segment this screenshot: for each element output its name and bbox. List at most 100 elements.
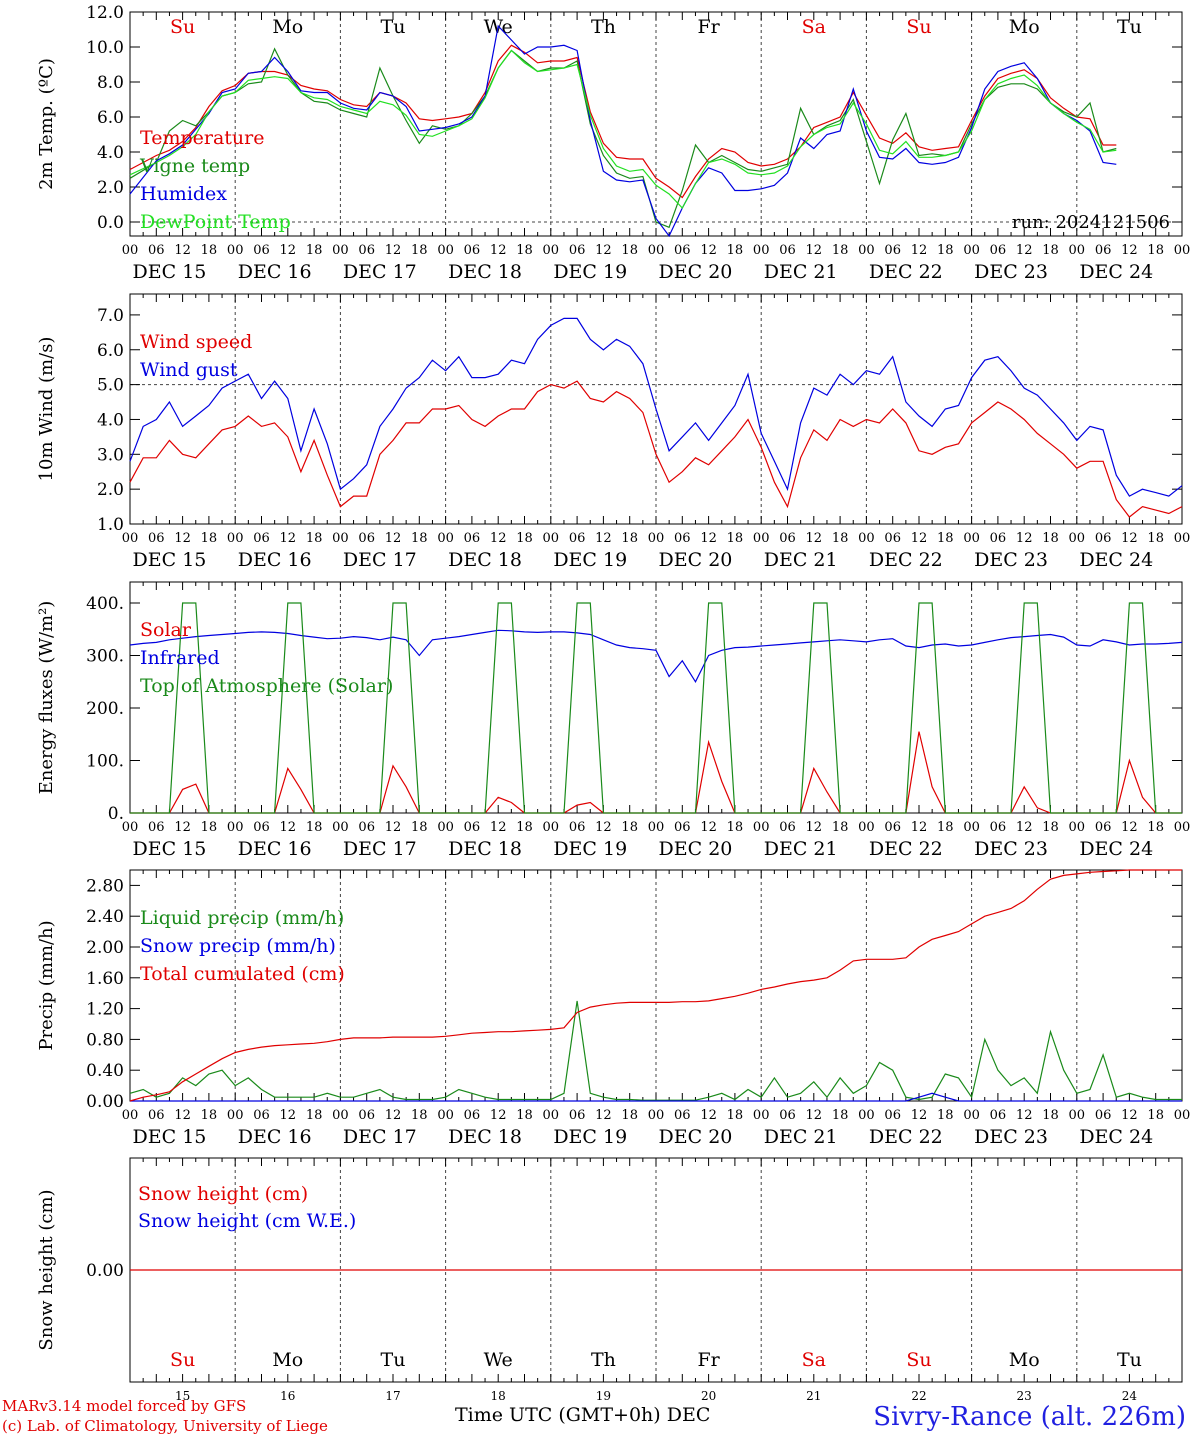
x-hour-label: 00 — [648, 820, 665, 835]
series-line-1 — [129, 44, 1117, 199]
x-hour-label: 18 — [516, 243, 533, 258]
x-hour-label: 00 — [963, 243, 980, 258]
x-hour-label: 00 — [963, 820, 980, 835]
x-hour-label: 06 — [569, 1108, 586, 1123]
x-hour-label: 12 — [1016, 531, 1033, 546]
x-hour-label: 00 — [543, 1108, 560, 1123]
x-hour-label: 06 — [990, 531, 1007, 546]
x-hour-label: 12 — [280, 531, 297, 546]
x-hour-label: 00 — [122, 820, 139, 835]
x-hour-label: 12 — [806, 820, 823, 835]
x-hour-label: 06 — [1095, 531, 1112, 546]
y-tick-label: 0.40 — [86, 1061, 124, 1081]
weekday-label: Tu — [1117, 1349, 1142, 1371]
x-hour-label: 00 — [227, 1108, 244, 1123]
weekday-label: Su — [170, 16, 195, 38]
x-hour-label: 00 — [543, 820, 560, 835]
y-tick-label: 0.00 — [86, 1261, 124, 1281]
x-hour-label: 00 — [122, 1108, 139, 1123]
x-hour-label: 12 — [174, 243, 191, 258]
x-hour-label: 18 — [201, 531, 218, 546]
x-hour-label: 06 — [674, 820, 691, 835]
x-hour-label: 06 — [148, 820, 165, 835]
day-number-label: 17 — [385, 1389, 400, 1403]
x-date-label: DEC 24 — [1079, 838, 1153, 860]
x-hour-label: 18 — [411, 243, 428, 258]
x-hour-label: 18 — [621, 1108, 638, 1123]
x-hour-label: 12 — [1016, 243, 1033, 258]
x-date-label: DEC 15 — [133, 549, 207, 571]
y-tick-label: 1.0 — [97, 515, 124, 535]
x-hour-label: 00 — [437, 243, 454, 258]
x-hour-label: 12 — [174, 531, 191, 546]
x-hour-label: 12 — [911, 243, 928, 258]
x-hour-label: 00 — [753, 243, 770, 258]
x-hour-label: 06 — [779, 820, 796, 835]
x-hour-label: 18 — [306, 1108, 323, 1123]
y-tick-label: 300. — [86, 647, 124, 667]
x-hour-label: 00 — [437, 531, 454, 546]
x-hour-label: 00 — [858, 1108, 875, 1123]
day-number-label: 24 — [1122, 1389, 1138, 1403]
x-hour-label: 12 — [490, 1108, 507, 1123]
x-hour-label: 12 — [700, 1108, 717, 1123]
x-hour-label: 00 — [753, 820, 770, 835]
x-hour-label: 06 — [1095, 243, 1112, 258]
x-hour-label: 00 — [963, 531, 980, 546]
x-hour-label: 00 — [543, 243, 560, 258]
x-hour-label: 12 — [1121, 820, 1138, 835]
x-hour-label: 12 — [174, 1108, 191, 1123]
x-hour-label: 18 — [727, 820, 744, 835]
series-line-2 — [129, 629, 1183, 684]
x-hour-label: 18 — [1147, 531, 1164, 546]
x-hour-label: 06 — [358, 531, 375, 546]
location-label: Sivry-Rance (alt. 226m) — [873, 1402, 1186, 1432]
x-hour-label: 00 — [122, 531, 139, 546]
y-axis-label: Snow height (cm) — [36, 1189, 57, 1350]
x-hour-label: 12 — [385, 531, 402, 546]
x-date-label: DEC 16 — [238, 838, 312, 860]
x-hour-label: 18 — [1042, 243, 1059, 258]
x-hour-label: 12 — [595, 820, 612, 835]
weekday-label: Mo — [272, 1349, 303, 1371]
legend-entry: Wind gust — [140, 359, 238, 381]
y-tick-label: 4.0 — [97, 143, 124, 163]
x-hour-label: 06 — [464, 531, 481, 546]
y-tick-label: 7.0 — [97, 306, 124, 326]
x-hour-label: 12 — [700, 820, 717, 835]
x-hour-label: 12 — [911, 531, 928, 546]
x-hour-label: 18 — [1042, 1108, 1059, 1123]
legend-entry: Vigne temp — [139, 155, 250, 177]
x-date-label: DEC 16 — [238, 549, 312, 571]
x-hour-label: 00 — [437, 1108, 454, 1123]
x-hour-label: 12 — [595, 243, 612, 258]
day-number-label: 20 — [701, 1389, 716, 1403]
y-tick-label: 10.0 — [86, 38, 124, 58]
x-date-label: DEC 18 — [448, 838, 522, 860]
y-tick-label: 6.0 — [97, 108, 124, 128]
legend-entry: Top of Atmosphere (Solar) — [140, 675, 393, 697]
panel-frame — [129, 11, 1183, 237]
x-hour-label: 12 — [490, 820, 507, 835]
x-hour-label: 00 — [122, 243, 139, 258]
day-number-label: 19 — [596, 1389, 611, 1403]
weekday-label: Mo — [1009, 16, 1040, 38]
weekday-label: We — [484, 1349, 513, 1371]
x-hour-label: 00 — [227, 531, 244, 546]
weekday-label: Mo — [1009, 1349, 1040, 1371]
weekday-label: Su — [906, 16, 931, 38]
x-hour-label: 18 — [201, 1108, 218, 1123]
series-line-2 — [130, 1092, 1182, 1102]
y-tick-label: 0.00 — [86, 1092, 124, 1112]
legend-entry: DewPoint Temp — [140, 211, 291, 233]
y-tick-label: 0. — [108, 804, 124, 824]
y-axis-label: Energy fluxes (W/m²) — [36, 601, 57, 795]
series-line-1 — [129, 380, 1183, 518]
x-hour-label: 00 — [1174, 820, 1191, 835]
x-hour-label: 18 — [201, 243, 218, 258]
x-hour-label: 00 — [648, 1108, 665, 1123]
x-hour-label: 00 — [753, 1108, 770, 1123]
x-date-label: DEC 17 — [343, 1126, 417, 1148]
x-hour-label: 06 — [990, 1108, 1007, 1123]
